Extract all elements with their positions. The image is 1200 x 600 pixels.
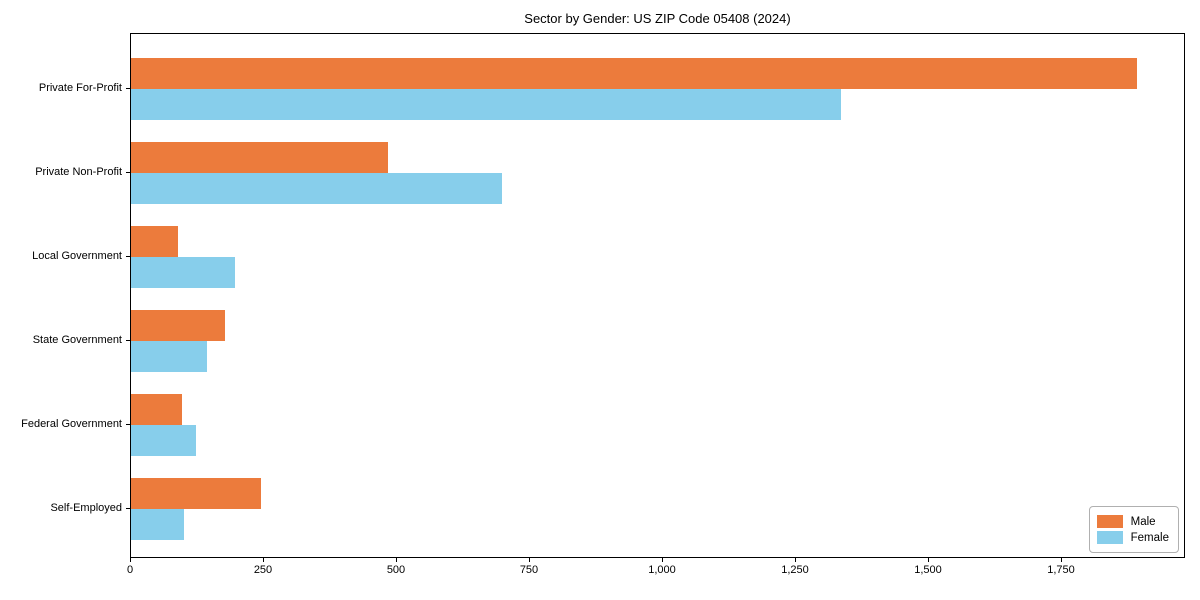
y-tick-federal-government <box>126 424 130 425</box>
x-label-750: 750 <box>519 564 539 576</box>
y-label-local-government: Local Government <box>32 250 122 262</box>
legend-swatch-male <box>1096 515 1123 528</box>
x-tick-1000 <box>662 558 663 562</box>
bar-male-local-government <box>131 226 179 257</box>
x-tick-750 <box>529 558 530 562</box>
x-label-1000: 1,000 <box>648 564 676 576</box>
x-label-0: 0 <box>126 564 134 576</box>
y-label-private-for-profit: Private For-Profit <box>38 82 122 94</box>
x-tick-1500 <box>928 558 929 562</box>
legend-label-female: Female <box>1130 531 1169 544</box>
y-label-state-government: State Government <box>32 334 122 346</box>
bar-male-private-non-profit <box>131 142 388 173</box>
y-label-self-employed: Self-Employed <box>50 502 122 514</box>
x-label-1500: 1,500 <box>914 564 942 576</box>
bar-male-federal-government <box>131 394 182 425</box>
y-tick-private-non-profit <box>126 172 130 173</box>
bar-female-local-government <box>131 257 236 288</box>
x-label-250: 250 <box>253 564 273 576</box>
x-label-500: 500 <box>386 564 406 576</box>
chart-title: Sector by Gender: US ZIP Code 05408 (202… <box>524 11 791 26</box>
bar-male-self-employed <box>131 478 261 509</box>
x-label-1750: 1,750 <box>1047 564 1075 576</box>
y-tick-local-government <box>126 256 130 257</box>
x-tick-1750 <box>1061 558 1062 562</box>
plot-area <box>130 33 1185 558</box>
bar-female-self-employed <box>131 509 185 540</box>
bar-female-private-for-profit <box>131 89 842 120</box>
legend: Male Female <box>1088 506 1179 553</box>
y-tick-private-for-profit <box>126 88 130 89</box>
y-label-federal-government: Federal Government <box>21 418 122 430</box>
y-label-private-non-profit: Private Non-Profit <box>35 166 122 178</box>
y-tick-self-employed <box>126 508 130 509</box>
bar-female-federal-government <box>131 425 197 456</box>
x-tick-1250 <box>795 558 796 562</box>
legend-label-male: Male <box>1130 515 1156 528</box>
legend-item-male: Male <box>1096 515 1169 528</box>
x-label-1250: 1,250 <box>781 564 809 576</box>
x-tick-500 <box>396 558 397 562</box>
legend-item-female: Female <box>1096 531 1169 544</box>
x-tick-250 <box>263 558 264 562</box>
bar-male-state-government <box>131 310 226 341</box>
y-tick-state-government <box>126 340 130 341</box>
bar-female-private-non-profit <box>131 173 503 204</box>
x-tick-0 <box>130 558 131 562</box>
bar-male-private-for-profit <box>131 58 1137 89</box>
bar-female-state-government <box>131 341 207 372</box>
legend-swatch-female <box>1096 531 1123 544</box>
